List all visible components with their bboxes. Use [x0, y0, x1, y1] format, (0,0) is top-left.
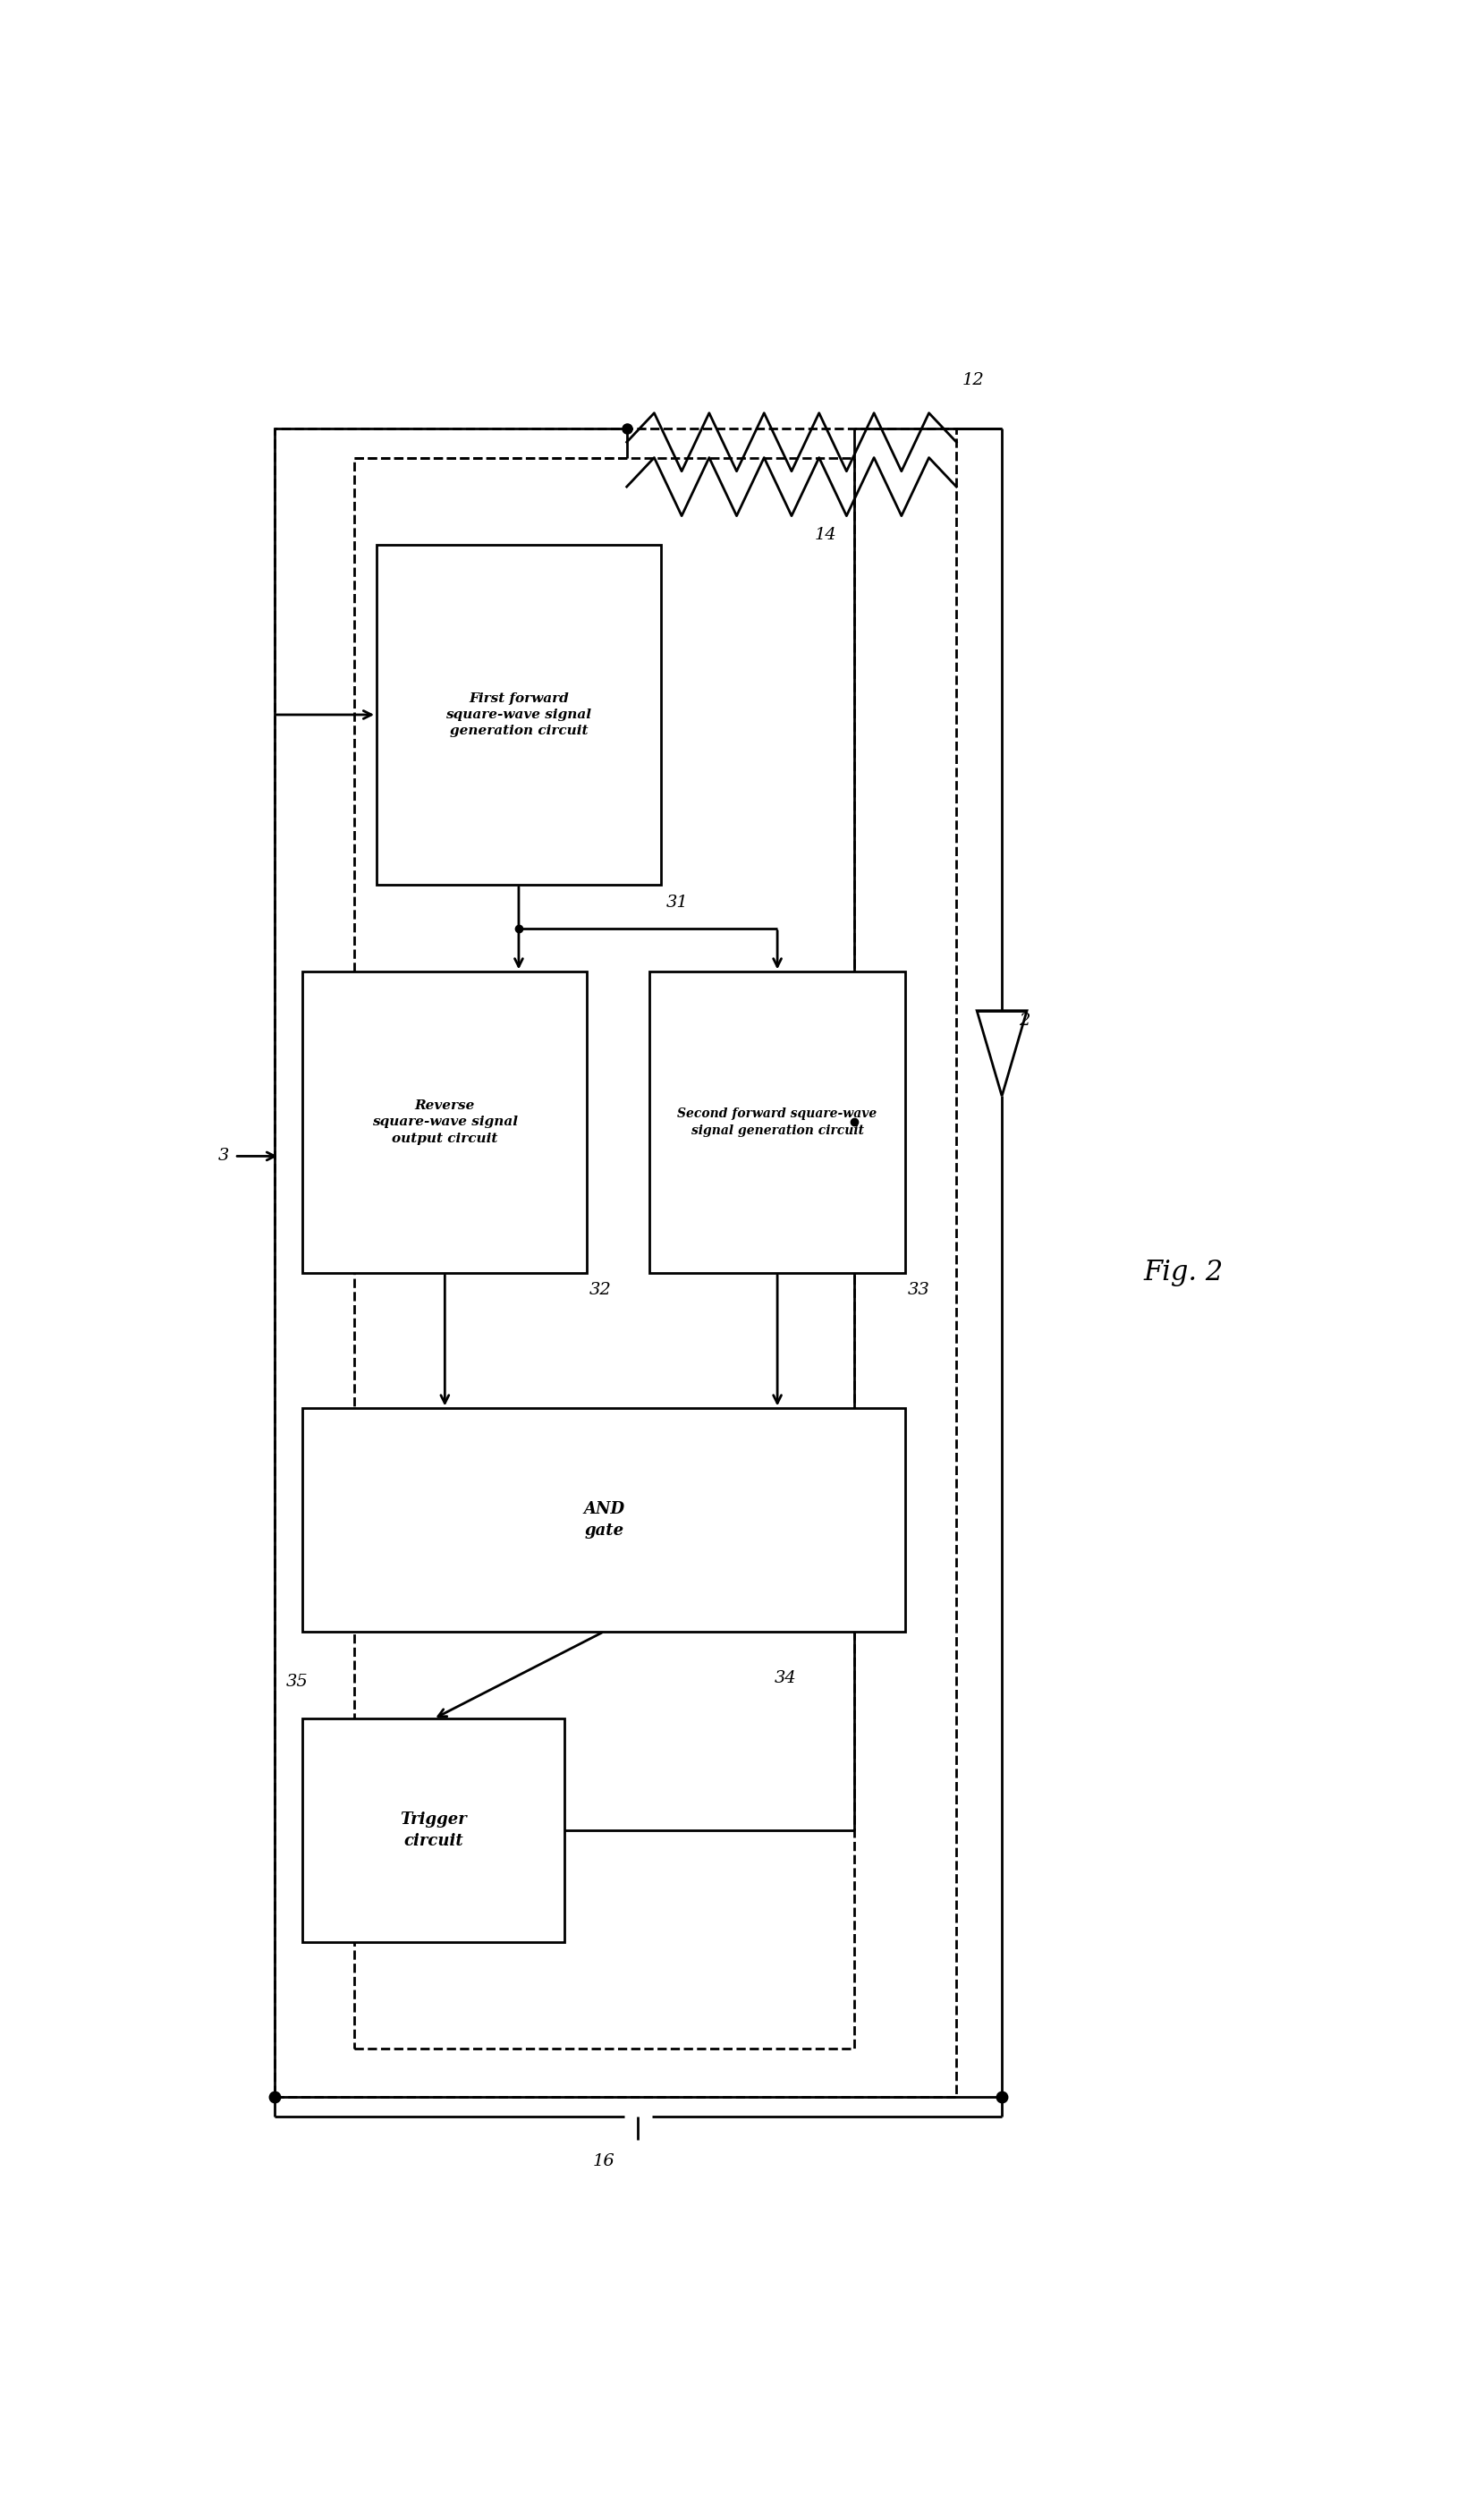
Text: 12: 12 [962, 373, 984, 388]
Bar [377, 544, 661, 885]
Text: Fig. 2: Fig. 2 [1143, 1257, 1223, 1288]
Bar [274, 428, 956, 2097]
Text: 14: 14 [814, 527, 836, 544]
Text: First forward
square-wave signal
generation circuit: First forward square-wave signal generat… [446, 693, 591, 738]
Text: Trigger
circuit: Trigger circuit [400, 1812, 466, 1850]
Text: 33: 33 [907, 1283, 929, 1298]
Bar [353, 459, 853, 2049]
Text: 31: 31 [666, 895, 688, 910]
Text: 3: 3 [217, 1149, 229, 1164]
Text: Second forward square-wave
signal generation circuit: Second forward square-wave signal genera… [677, 1109, 877, 1137]
Bar [302, 1409, 905, 1630]
Bar [302, 973, 586, 1273]
Text: AND
gate: AND gate [583, 1502, 625, 1540]
Text: Reverse
square-wave signal
output circuit: Reverse square-wave signal output circui… [372, 1099, 517, 1144]
Text: 32: 32 [589, 1283, 611, 1298]
Bar [302, 1719, 564, 1943]
Bar [649, 973, 905, 1273]
Text: 16: 16 [592, 2152, 614, 2170]
Text: 35: 35 [286, 1673, 308, 1691]
Text: 34: 34 [774, 1671, 796, 1686]
Text: 2: 2 [1019, 1013, 1029, 1028]
